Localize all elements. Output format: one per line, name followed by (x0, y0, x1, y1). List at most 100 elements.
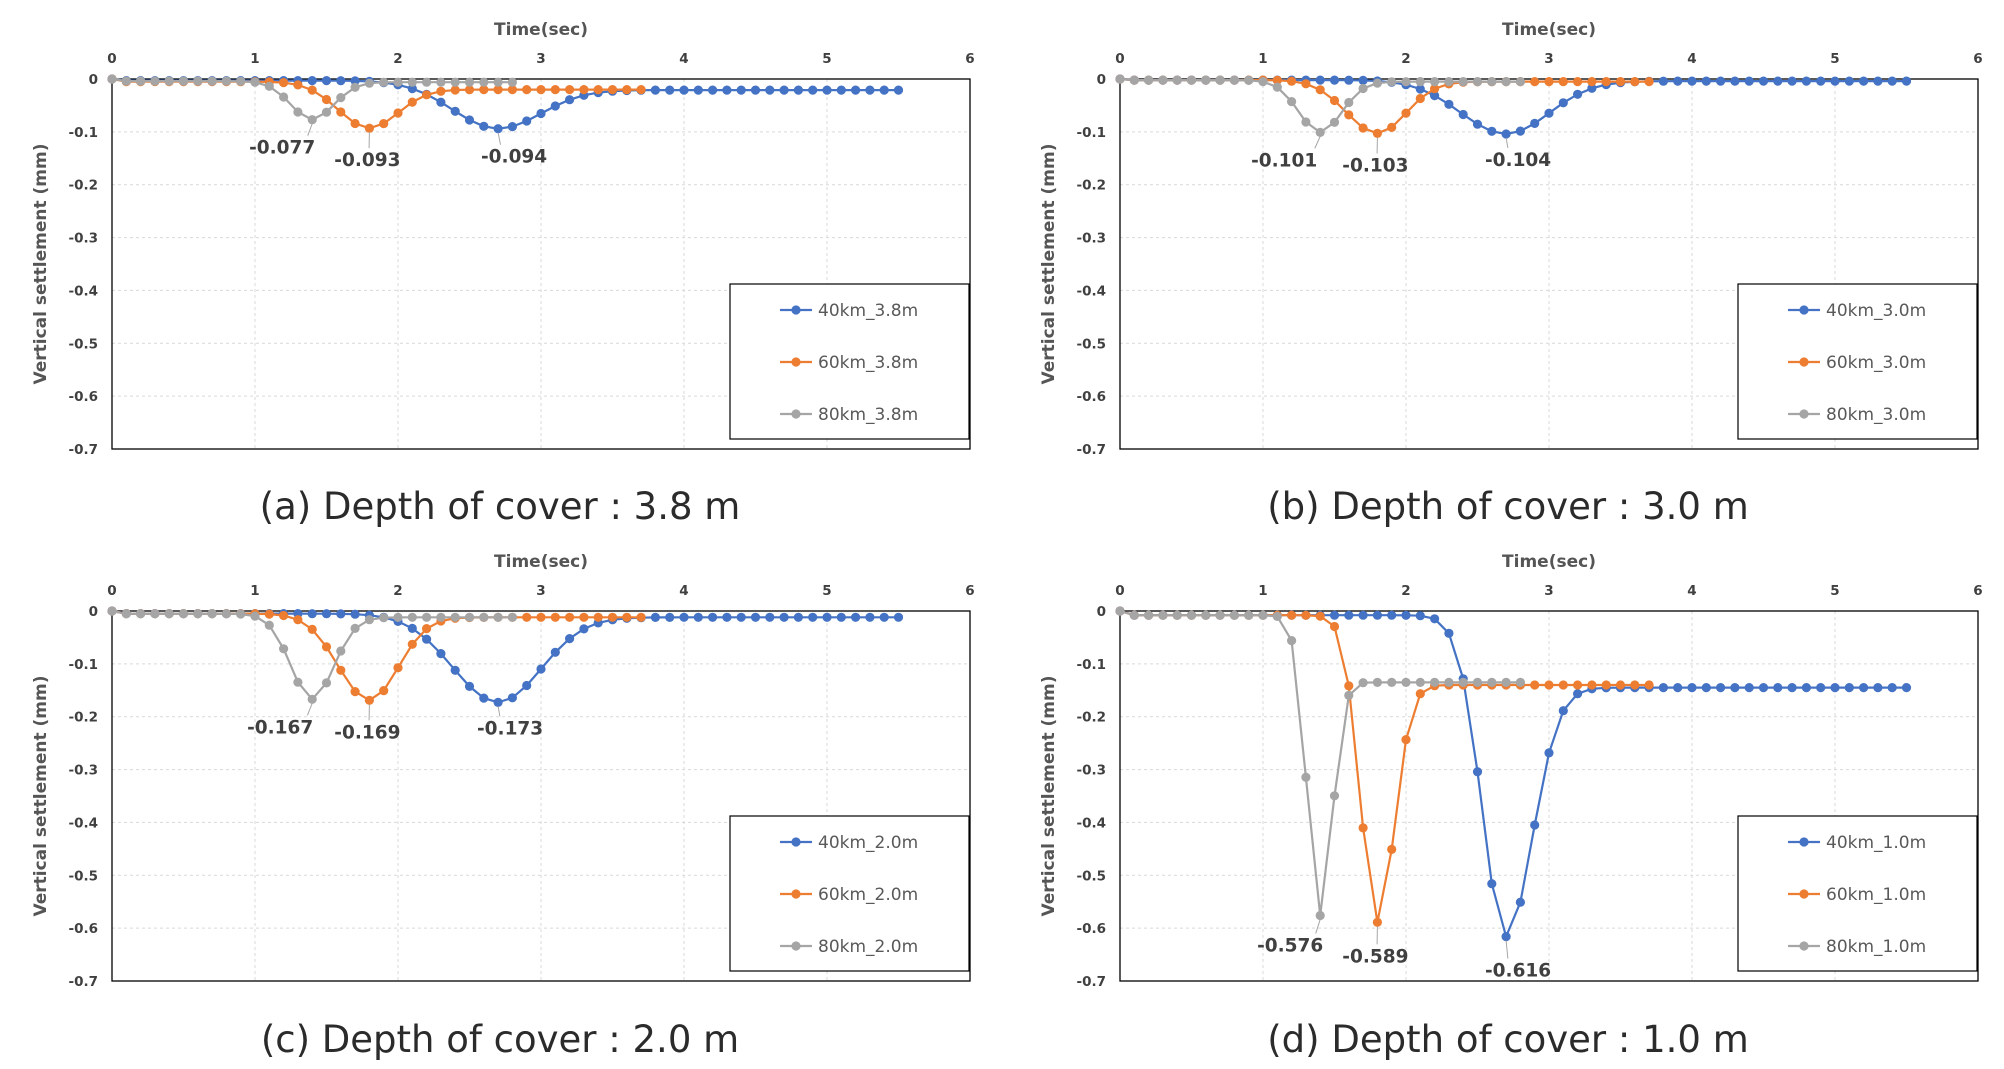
chart-panel-b: 0 1 2 3 4 5 6 Time(sec) 0 -0.1 -0.2 -0.3 -0.4 -0.5 -0.… (1039, 20, 1983, 528)
data-point (1415, 77, 1425, 87)
data-point (422, 77, 432, 87)
legend: 40km_1.0m 60km_1.0m 80km_1.0m (1737, 815, 1978, 972)
data-point (1458, 77, 1468, 87)
data-point (1644, 680, 1654, 690)
data-point (851, 612, 861, 622)
x-tick-label: 6 (1973, 51, 1982, 67)
data-label-peak: -0.173 (477, 718, 543, 739)
series-80km_2.0m: -0.167 (107, 606, 517, 738)
data-point (1344, 97, 1354, 108)
legend-label: 60km_1.0m (1826, 885, 1926, 905)
y-tick-label: -0.4 (1076, 283, 1106, 299)
data-point (221, 76, 231, 86)
data-point (1201, 610, 1211, 620)
data-point (1687, 76, 1697, 86)
data-label-leader (1315, 919, 1321, 934)
data-point (1272, 75, 1282, 85)
data-point (1215, 610, 1225, 620)
legend-box (1737, 283, 1978, 440)
data-point (1430, 77, 1440, 87)
data-point (1258, 610, 1268, 620)
data-point (307, 76, 317, 86)
data-point (307, 624, 317, 635)
x-tick-label: 4 (1687, 583, 1696, 599)
data-point (236, 76, 246, 86)
data-point (321, 107, 332, 117)
data-point (1158, 610, 1168, 620)
data-point (407, 623, 417, 634)
data-point (507, 122, 517, 132)
data-point (336, 609, 346, 619)
data-point (1658, 683, 1668, 693)
x-tick-label: 1 (1258, 51, 1267, 67)
data-point (1158, 75, 1168, 85)
data-point (1673, 76, 1683, 86)
data-point (1901, 683, 1912, 693)
data-point (136, 76, 146, 86)
data-point (364, 695, 374, 705)
data-point (636, 85, 646, 95)
legend-label: 80km_1.0m (1826, 937, 1926, 957)
data-point (350, 82, 360, 92)
data-point (1472, 767, 1483, 777)
data-point (407, 84, 417, 94)
y-tick-label: -0.1 (1076, 657, 1106, 673)
data-point (1558, 98, 1568, 108)
data-point (1329, 621, 1340, 632)
x-axis-title: Time(sec) (494, 552, 588, 572)
data-point (493, 124, 503, 134)
legend: 40km_3.0m 60km_3.0m 80km_3.0m (1737, 283, 1978, 440)
data-point (293, 80, 303, 90)
data-point (1587, 77, 1597, 87)
series-line (1119, 77, 1650, 135)
data-point (336, 646, 346, 656)
data-point (250, 611, 260, 621)
data-point (1329, 117, 1340, 127)
data-point (1873, 76, 1883, 86)
data-point (1258, 77, 1268, 87)
series-60km_3.0m: -0.103 (1115, 74, 1654, 176)
data-point (1344, 690, 1354, 701)
chart-panel-d: 0 1 2 3 4 5 6 Time(sec) 0 -0.1 -0.2 -0.3 -0.4 -0.5 -0.… (1039, 552, 1983, 1061)
x-tick-label: 1 (1258, 583, 1267, 599)
y-tick-label: -0.7 (68, 442, 98, 458)
y-axis-title: Vertical settlement (mm) (1039, 143, 1059, 384)
data-point (1415, 611, 1425, 621)
legend-swatch-marker (791, 941, 801, 951)
data-label-leader (497, 132, 501, 145)
data-point (1573, 89, 1583, 99)
data-label-leader (1314, 136, 1321, 149)
x-tick-label: 3 (536, 583, 545, 599)
x-tick-label: 4 (1687, 51, 1696, 67)
data-point (679, 85, 689, 95)
data-point (450, 106, 460, 116)
series-line (1119, 77, 1907, 136)
data-point (1287, 76, 1297, 86)
data-point (1587, 83, 1597, 93)
data-point (1573, 689, 1583, 699)
data-point (665, 612, 675, 623)
data-point (1773, 683, 1783, 693)
data-point (293, 677, 303, 687)
data-point (1816, 76, 1826, 86)
data-point (851, 85, 861, 95)
data-point (1186, 610, 1197, 620)
data-point (1458, 109, 1468, 120)
data-point (436, 649, 446, 659)
data-point (1615, 77, 1626, 87)
data-point (436, 97, 446, 107)
y-axis-title: Vertical settlement (mm) (1039, 675, 1059, 916)
data-point (750, 612, 761, 622)
data-point (364, 78, 374, 88)
data-label-peak: -0.101 (1251, 150, 1317, 171)
y-axis-title: Vertical settlement (mm) (31, 143, 51, 384)
data-point (1444, 628, 1454, 638)
data-point (436, 86, 446, 96)
data-point (279, 644, 289, 654)
data-point (422, 612, 432, 622)
data-point (1229, 75, 1239, 85)
y-tick-label: -0.5 (1076, 868, 1106, 884)
data-point (464, 115, 475, 125)
y-tick-label: -0.6 (68, 921, 98, 937)
x-tick-label: 4 (679, 583, 688, 599)
